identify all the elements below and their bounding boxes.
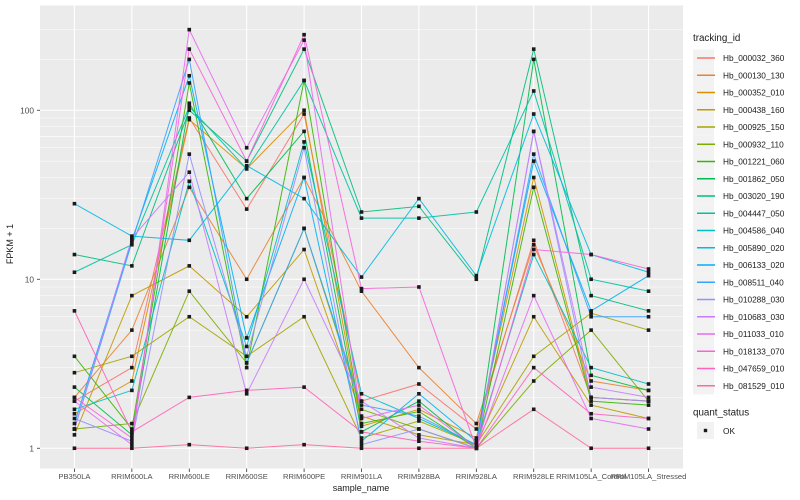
svg-text:RRIM928BA: RRIM928BA <box>398 472 441 481</box>
svg-text:Hb_001862_050: Hb_001862_050 <box>723 174 785 184</box>
svg-text:RRIM600PE: RRIM600PE <box>283 472 325 481</box>
svg-text:Hb_000352_010: Hb_000352_010 <box>723 88 785 98</box>
svg-text:PB350LA: PB350LA <box>58 472 91 481</box>
svg-text:Hb_004586_040: Hb_004586_040 <box>723 226 785 236</box>
svg-text:Hb_000032_360: Hb_000032_360 <box>723 53 785 63</box>
svg-text:Hb_081529_010: Hb_081529_010 <box>723 381 785 391</box>
svg-text:Hb_010288_030: Hb_010288_030 <box>723 295 785 305</box>
svg-text:Hb_008511_040: Hb_008511_040 <box>723 277 784 287</box>
svg-text:RRIM928LA: RRIM928LA <box>456 472 498 481</box>
svg-text:RRIM600SE: RRIM600SE <box>226 472 268 481</box>
svg-text:1: 1 <box>29 443 34 453</box>
svg-text:RRIM105LA_Stressed: RRIM105LA_Stressed <box>611 472 687 481</box>
svg-text:Hb_003020_190: Hb_003020_190 <box>723 191 785 201</box>
svg-text:Hb_010683_030: Hb_010683_030 <box>723 312 785 322</box>
svg-text:RRIM928LE: RRIM928LE <box>513 472 554 481</box>
svg-text:sample_name: sample_name <box>333 483 390 493</box>
svg-text:FPKM + 1: FPKM + 1 <box>5 224 15 264</box>
svg-text:Hb_011033_010: Hb_011033_010 <box>723 329 784 339</box>
svg-text:10: 10 <box>25 274 35 284</box>
svg-text:Hb_000130_130: Hb_000130_130 <box>723 70 785 80</box>
svg-text:OK: OK <box>723 426 735 436</box>
svg-text:100: 100 <box>20 105 34 115</box>
svg-text:Hb_005890_020: Hb_005890_020 <box>723 243 785 253</box>
svg-text:RRIM901LA: RRIM901LA <box>341 472 383 481</box>
svg-text:Hb_000925_150: Hb_000925_150 <box>723 122 785 132</box>
svg-text:Hb_000438_160: Hb_000438_160 <box>723 105 785 115</box>
svg-text:RRIM600LA: RRIM600LA <box>111 472 153 481</box>
svg-text:Hb_001221_060: Hb_001221_060 <box>723 157 785 167</box>
svg-text:Hb_047659_010: Hb_047659_010 <box>723 364 785 374</box>
svg-text:RRIM600LE: RRIM600LE <box>169 472 210 481</box>
svg-text:quant_status: quant_status <box>693 408 749 419</box>
svg-text:tracking_id: tracking_id <box>693 33 740 44</box>
svg-text:Hb_006133_020: Hb_006133_020 <box>723 260 785 270</box>
svg-text:Hb_000932_110: Hb_000932_110 <box>723 139 784 149</box>
svg-text:Hb_018133_070: Hb_018133_070 <box>723 346 785 356</box>
svg-text:Hb_004447_050: Hb_004447_050 <box>723 208 785 218</box>
